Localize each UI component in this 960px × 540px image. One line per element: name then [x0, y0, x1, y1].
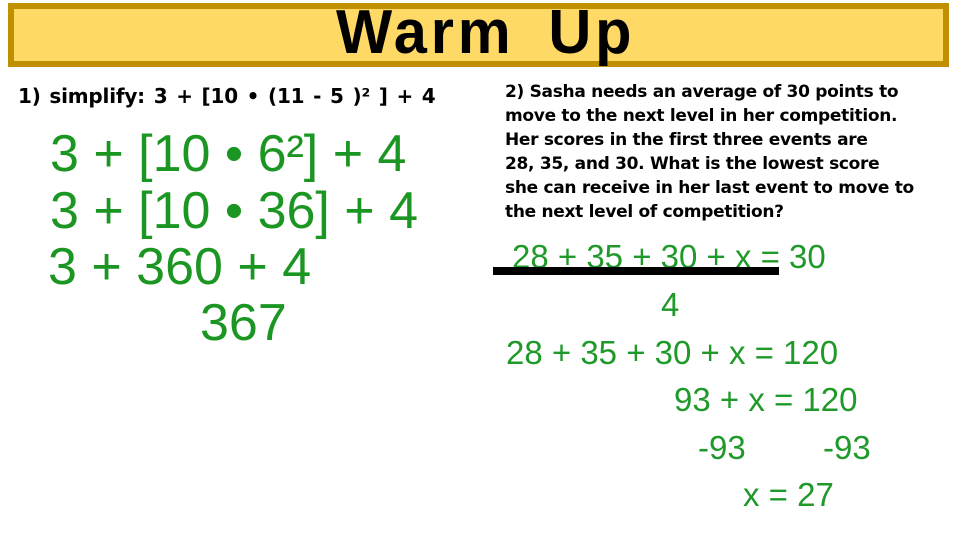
statement-line: 2) Sasha needs an average of 30 points t…: [505, 82, 899, 102]
problem2-step-3: 93 + x = 120: [674, 381, 858, 418]
problem1-step-1: 3 + [10 • 6²] + 4: [50, 125, 407, 183]
problem2-denominator: 4: [661, 286, 680, 323]
problem1-answer: 367: [200, 294, 287, 352]
statement-line: 28, 35, and 30. What is the lowest score: [505, 154, 880, 174]
problem1-step-2: 3 + [10 • 36] + 4: [50, 182, 419, 240]
problem2-subtract-left: -93: [698, 429, 746, 466]
problem2-step-2: 28 + 35 + 30 + x = 120: [506, 334, 839, 371]
problem2-answer: x = 27: [743, 476, 834, 513]
problem1-statement: 1) simplify: 3 + [10 • (11 - 5 )² ] + 4: [18, 84, 436, 108]
problem2-statement: 2) Sasha needs an average of 30 points t…: [505, 80, 914, 224]
statement-line: Her scores in the first three events are: [505, 130, 868, 150]
problem1-step-3: 3 + 360 + 4: [48, 238, 312, 296]
problem2-subtract-right: -93: [823, 429, 871, 466]
statement-line: the next level of competition?: [505, 202, 784, 222]
statement-line: move to the next level in her competitio…: [505, 106, 898, 126]
title-banner: [8, 3, 949, 67]
statement-line: she can receive in her last event to mov…: [505, 178, 914, 198]
fraction-bar: [493, 267, 779, 275]
slide-title: Warm Up: [336, 0, 636, 67]
